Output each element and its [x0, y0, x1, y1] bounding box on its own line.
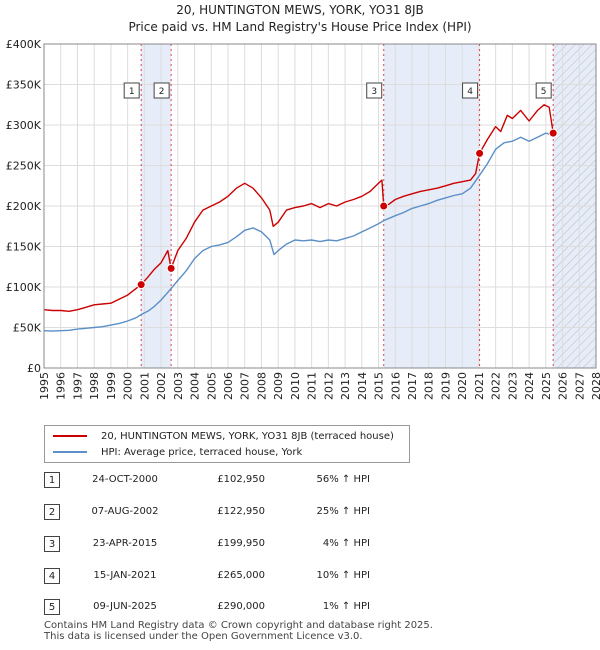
x-tick-label: 2015	[373, 372, 386, 400]
chart-title: 20, HUNTINGTON MEWS, YORK, YO31 8JB	[176, 3, 424, 17]
transaction-date: 24-OCT-2000	[92, 474, 158, 485]
hpi-line	[43, 132, 554, 332]
sale-label: 5	[541, 87, 547, 97]
x-tick-label: 1996	[55, 372, 68, 400]
table-row: 4 15-JAN-2021 £265,000 10% ↑ HPI	[0, 566, 600, 588]
sale-label-box	[366, 82, 383, 99]
sale-label-box	[535, 82, 552, 99]
transaction-number: 2	[44, 504, 60, 520]
x-tick-label: 2014	[356, 372, 369, 400]
transaction-number: 5	[44, 599, 60, 615]
x-tick-label: 2006	[222, 372, 235, 400]
sale-label: 3	[371, 87, 377, 97]
x-tick-label: 2002	[155, 372, 168, 400]
sale-label-box	[153, 82, 170, 99]
x-tick-label: 1998	[88, 372, 101, 400]
sale-point	[475, 148, 485, 158]
transaction-price: £265,000	[217, 570, 265, 581]
sale-point	[136, 280, 146, 290]
sale-point	[548, 128, 558, 138]
transaction-hpi: 4% ↑ HPI	[322, 538, 370, 549]
footer-copyright: Contains HM Land Registry data © Crown c…	[44, 620, 433, 631]
transaction-hpi: 10% ↑ HPI	[316, 570, 370, 581]
y-tick-label: £250K	[6, 160, 42, 173]
price-chart: 20, HUNTINGTON MEWS, YORK, YO31 8JB Pric…	[6, 3, 600, 400]
sale-label-box	[462, 82, 479, 99]
x-tick-label: 2000	[122, 372, 135, 400]
x-tick-label: 2011	[306, 372, 319, 400]
table-row: 1 24-OCT-2000 £102,950 56% ↑ HPI	[0, 470, 600, 492]
x-tick-label: 2005	[205, 372, 218, 400]
chart-subtitle: Price paid vs. HM Land Registry's House …	[128, 20, 471, 34]
transaction-hpi: 56% ↑ HPI	[316, 474, 370, 485]
y-tick-label: £400K	[6, 38, 42, 51]
footer-licence: This data is licensed under the Open Gov…	[44, 631, 363, 642]
x-tick-label: 2016	[389, 372, 402, 400]
x-tick-label: 2009	[272, 372, 285, 400]
y-tick-label: £50K	[13, 322, 42, 335]
transaction-date: 09-JUN-2025	[93, 601, 157, 612]
legend-swatch-hpi	[53, 451, 87, 453]
y-tick-label: £350K	[6, 79, 42, 92]
x-tick-label: 2027	[573, 372, 586, 400]
transaction-price: £290,000	[217, 601, 265, 612]
x-tick-label: 2001	[138, 372, 151, 400]
x-tick-label: 2003	[172, 372, 185, 400]
transaction-hpi: 25% ↑ HPI	[316, 506, 370, 517]
sale-label: 2	[159, 87, 165, 97]
y-tick-label: £150K	[6, 241, 42, 254]
table-row: 5 09-JUN-2025 £290,000 1% ↑ HPI	[0, 597, 600, 619]
x-tick-label: 1997	[71, 372, 84, 400]
y-tick-label: £100K	[6, 281, 42, 294]
legend-item-hpi: HPI: Average price, terraced house, York	[53, 444, 302, 460]
transaction-date: 23-APR-2015	[92, 538, 158, 549]
x-tick-label: 2019	[439, 372, 452, 400]
x-tick-label: 2013	[339, 372, 352, 400]
legend-item-property: 20, HUNTINGTON MEWS, YORK, YO31 8JB (ter…	[53, 428, 394, 444]
sale-point	[166, 263, 176, 273]
sale-label: 4	[467, 87, 473, 97]
y-tick-label: £300K	[6, 119, 42, 132]
legend-swatch-property	[53, 435, 87, 437]
x-tick-label: 2020	[456, 372, 469, 400]
transaction-date: 15-JAN-2021	[93, 570, 157, 581]
x-tick-label: 2023	[506, 372, 519, 400]
x-tick-label: 2022	[490, 372, 503, 400]
transaction-price: £102,950	[217, 474, 265, 485]
transaction-number: 4	[44, 568, 60, 584]
transaction-number: 1	[44, 472, 60, 488]
x-tick-label: 2012	[322, 372, 335, 400]
transaction-number: 3	[44, 536, 60, 552]
x-tick-label: 2004	[189, 372, 202, 400]
plot-area	[43, 43, 597, 369]
x-tick-label: 2026	[557, 372, 570, 400]
x-tick-label: 1995	[38, 372, 51, 400]
x-tick-label: 2008	[255, 372, 268, 400]
x-tick-label: 2021	[473, 372, 486, 400]
y-tick-label: £200K	[6, 200, 42, 213]
x-tick-label: 2017	[406, 372, 419, 400]
sale-label: 1	[129, 87, 135, 97]
x-tick-label: 2028	[590, 372, 600, 400]
transaction-hpi: 1% ↑ HPI	[322, 601, 370, 612]
footer-note: Contains HM Land Registry data © Crown c…	[44, 620, 433, 642]
sale-label-box	[123, 82, 140, 99]
y-tick-label: £0	[27, 362, 41, 375]
legend-label-property: 20, HUNTINGTON MEWS, YORK, YO31 8JB (ter…	[101, 430, 394, 442]
legend-label-hpi: HPI: Average price, terraced house, York	[101, 446, 303, 458]
x-tick-label: 2024	[523, 372, 536, 400]
x-tick-label: 2018	[423, 372, 436, 400]
x-tick-label: 1999	[105, 372, 118, 400]
legend: 20, HUNTINGTON MEWS, YORK, YO31 8JB (ter…	[44, 425, 410, 463]
table-row: 2 07-AUG-2002 £122,950 25% ↑ HPI	[0, 502, 600, 524]
transaction-date: 07-AUG-2002	[91, 506, 159, 517]
sale-point	[379, 201, 389, 211]
x-tick-label: 2010	[289, 372, 302, 400]
table-row: 3 23-APR-2015 £199,950 4% ↑ HPI	[0, 534, 600, 556]
x-tick-label: 2007	[239, 372, 252, 400]
transaction-price: £199,950	[217, 538, 265, 549]
transaction-price: £122,950	[217, 506, 265, 517]
x-tick-label: 2025	[540, 372, 553, 400]
